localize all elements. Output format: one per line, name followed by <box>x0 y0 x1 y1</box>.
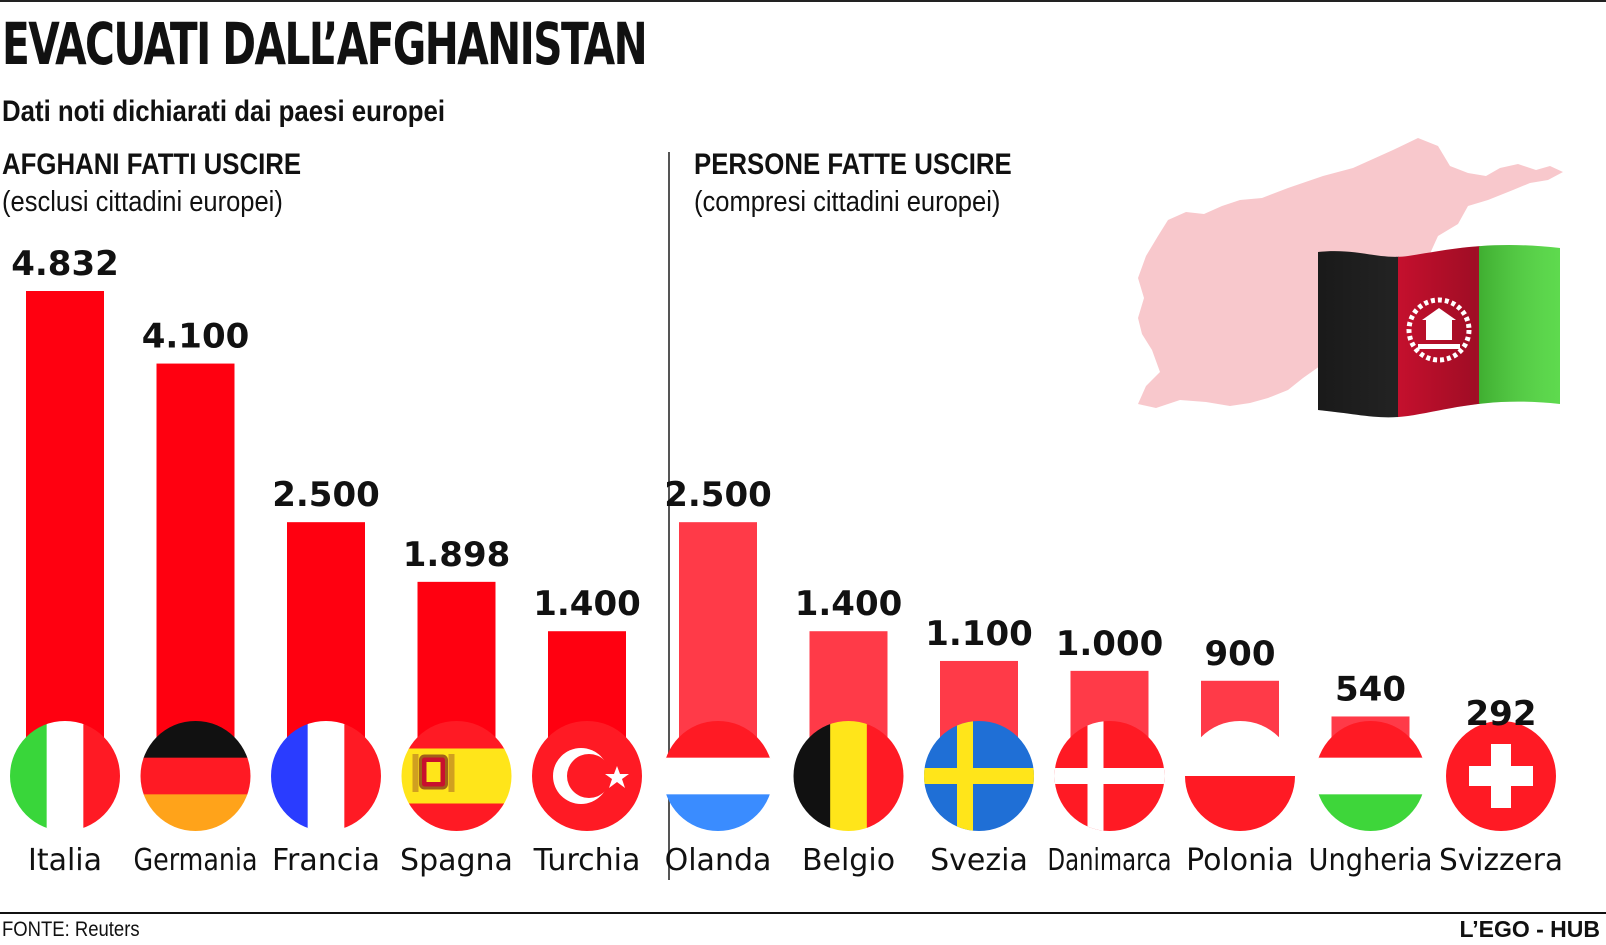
value-label-spagna: 1.898 <box>403 535 511 575</box>
right-panel-heading: PERSONE FATTE USCIRE <box>694 148 1012 181</box>
value-label-belgio: 1.400 <box>795 584 903 624</box>
sweden-flag-icon <box>924 721 1034 831</box>
value-label-italia: 4.832 <box>11 244 119 284</box>
value-label-ungheria: 540 <box>1335 669 1406 709</box>
value-label-germania: 4.100 <box>142 317 250 357</box>
category-label-francia: Francia <box>272 843 380 878</box>
category-label-ungheria: Ungheria <box>1309 843 1433 878</box>
category-label-turchia: Turchia <box>533 843 641 878</box>
category-label-spagna: Spagna <box>400 843 513 878</box>
brand-logo: L’EGO - HUB <box>1459 916 1600 942</box>
top-rule <box>0 0 1606 2</box>
switzerland-flag-icon <box>1446 721 1556 831</box>
category-label-danimarca: Danimarca <box>1048 843 1172 878</box>
afghanistan-flag-icon <box>1318 245 1560 418</box>
bottom-rule <box>0 912 1606 914</box>
category-label-olanda: Olanda <box>665 843 772 878</box>
value-label-turchia: 1.400 <box>533 584 641 624</box>
france-flag-icon <box>271 721 381 831</box>
poland-flag-icon <box>1185 721 1295 831</box>
spain-flag-icon <box>401 721 512 831</box>
right-panel-note: (compresi cittadini europei) <box>694 186 1001 218</box>
denmark-flag-icon <box>1054 721 1165 831</box>
left-panel-note: (esclusi cittadini europei) <box>2 186 283 218</box>
value-label-francia: 2.500 <box>272 475 380 515</box>
left-panel-heading: AFGHANI FATTI USCIRE <box>2 148 302 181</box>
category-label-belgio: Belgio <box>802 843 895 878</box>
value-label-svezia: 1.100 <box>925 614 1033 654</box>
value-label-svizzera: 292 <box>1466 694 1537 734</box>
turkey-flag-icon <box>532 721 642 831</box>
page-title: EVACUATI DALL’AFGHANISTAN <box>2 10 648 78</box>
category-label-svezia: Svezia <box>930 843 1028 878</box>
germany-flag-icon <box>140 721 251 831</box>
category-label-italia: Italia <box>28 843 102 878</box>
italy-flag-icon <box>10 721 120 831</box>
page-subtitle: Dati noti dichiarati dai paesi europei <box>2 95 446 128</box>
value-label-olanda: 2.500 <box>664 475 772 515</box>
value-label-polonia: 900 <box>1205 634 1276 674</box>
bar-italia <box>26 291 104 770</box>
category-label-polonia: Polonia <box>1186 843 1294 878</box>
belgium-flag-icon <box>793 721 904 831</box>
value-label-danimarca: 1.000 <box>1056 624 1164 664</box>
category-label-germania: Germania <box>134 843 258 878</box>
category-label-svizzera: Svizzera <box>1439 843 1563 878</box>
bar-germania <box>156 363 235 770</box>
netherlands-flag-icon <box>663 721 773 831</box>
panel-divider <box>668 152 670 880</box>
hungary-flag-icon <box>1315 721 1426 831</box>
source-note: FONTE: Reuters <box>2 918 140 941</box>
